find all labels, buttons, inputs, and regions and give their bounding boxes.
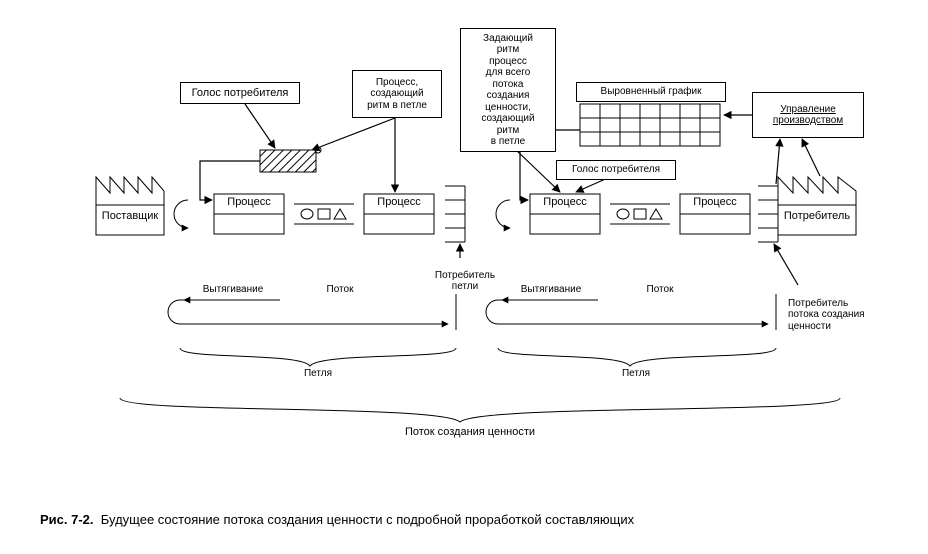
label: Управление производством	[773, 104, 843, 127]
flow-label-1: Поток	[310, 284, 370, 296]
pull-label-2: Вытягивание	[506, 284, 596, 296]
process-2-label: Процесс	[364, 196, 434, 209]
leveled-schedule-label: Выровненный график	[576, 82, 726, 102]
label: Голос потребителя	[192, 87, 289, 100]
loop-label-1: Петля	[288, 368, 348, 380]
label: Задающий ритм процесс для всего потока с…	[481, 33, 534, 148]
pacemaker-vs-box: Задающий ритм процесс для всего потока с…	[460, 28, 556, 152]
process-4-label: Процесс	[680, 196, 750, 209]
production-control-box: Управление производством	[752, 92, 864, 138]
voice-of-customer-2: Голос потребителя	[556, 160, 676, 180]
caption-rest: Будущее состояние потока создания ценнос…	[101, 512, 634, 527]
pacemaker-loop-box: Процесс, создающий ритм в петле	[352, 70, 442, 118]
pull-flow-1	[168, 294, 456, 330]
process-1-label: Процесс	[214, 196, 284, 209]
label: Голос потребителя	[572, 164, 660, 176]
loop-label-2: Петля	[606, 368, 666, 380]
loop-customer-label: Потребитель петли	[420, 258, 510, 293]
caption-strong: Рис. 7-2.	[40, 512, 94, 527]
leveled-grid	[580, 104, 720, 146]
label: Процесс, создающий ритм в петле	[367, 77, 427, 112]
fifo-lane-2	[610, 204, 670, 224]
process-3-label: Процесс	[530, 196, 600, 209]
pull-flow-2	[486, 294, 776, 330]
pull-label-1: Вытягивание	[188, 284, 278, 296]
supermarket-1	[445, 186, 465, 242]
value-stream-label: Поток создания ценности	[360, 426, 580, 439]
label: Выровненный график	[601, 86, 702, 98]
supermarket-2	[758, 186, 778, 242]
vs-customer-label: Потребитель потока создания ценности	[788, 286, 908, 332]
supplier-label: Поставщик	[96, 210, 164, 223]
figure-caption: Рис. 7-2. Будущее состояние потока созда…	[40, 512, 900, 527]
flow-label-2: Поток	[630, 284, 690, 296]
voice-of-customer-1: Голос потребителя	[180, 82, 300, 104]
fifo-lane-1	[294, 204, 354, 224]
customer-label: Потребитель	[778, 210, 856, 223]
